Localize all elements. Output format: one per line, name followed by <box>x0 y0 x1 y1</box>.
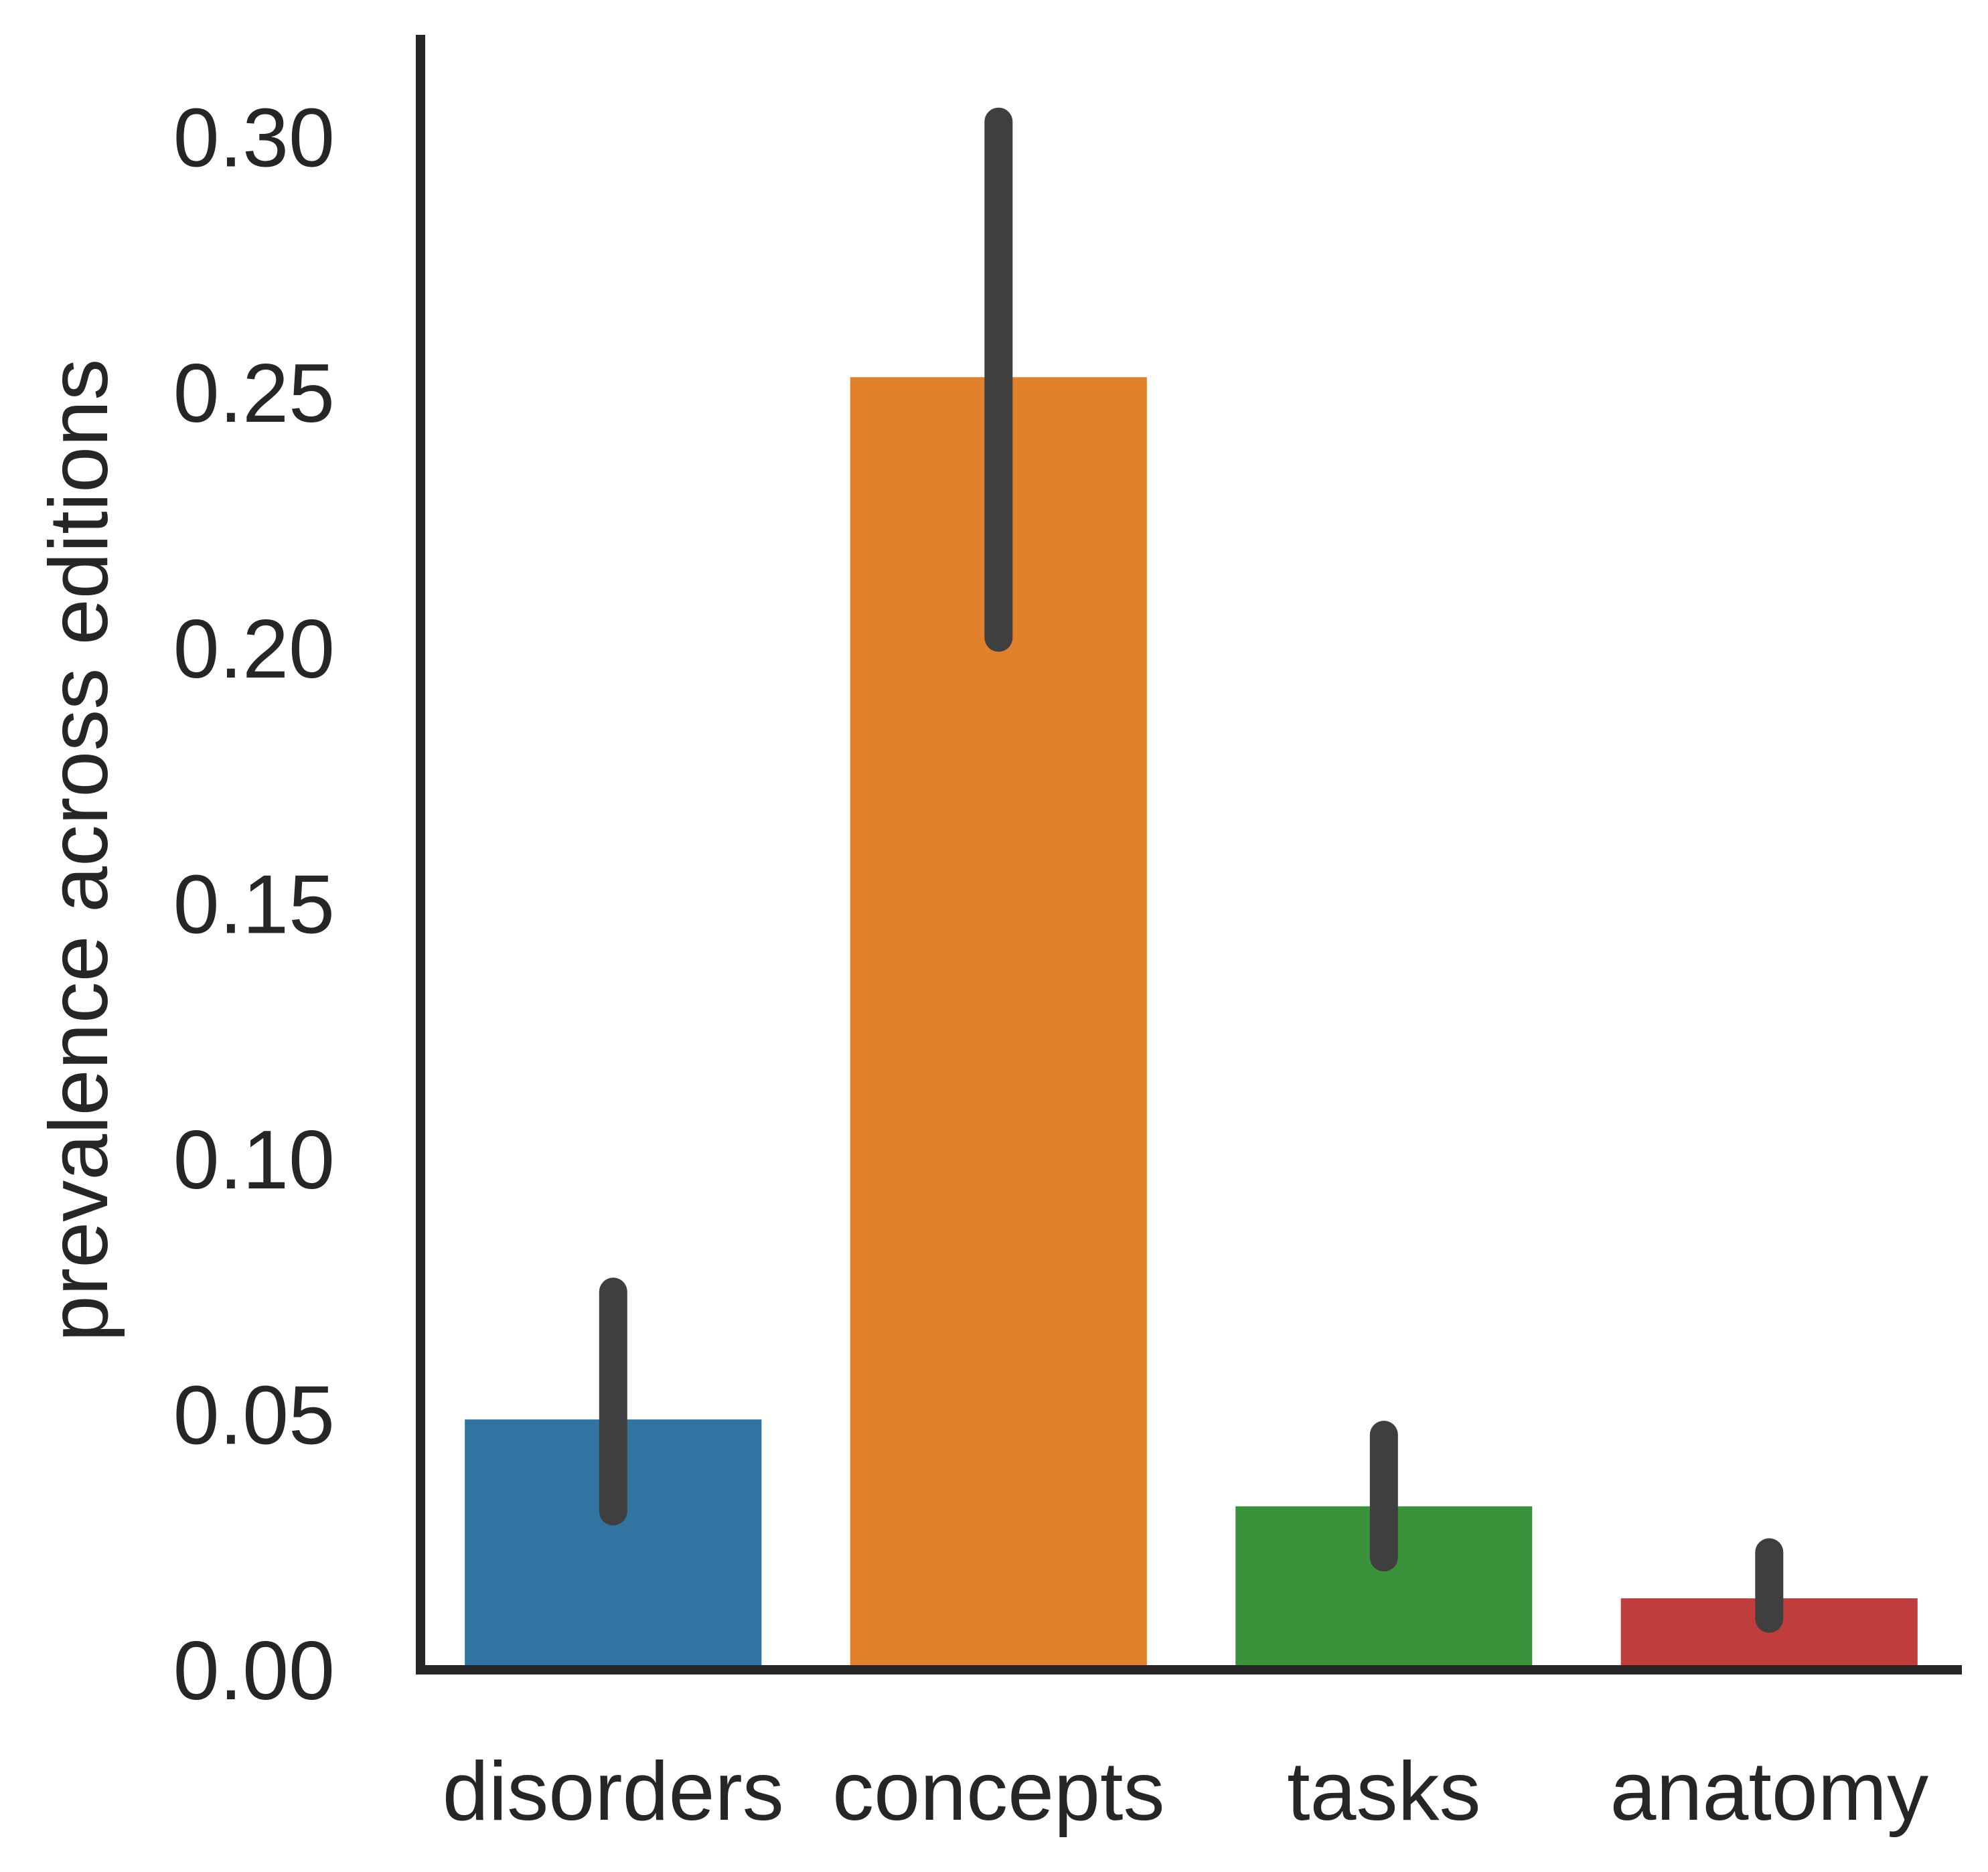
axes <box>416 35 1962 1674</box>
x-tick-label: tasks <box>1287 1745 1480 1838</box>
error-bars <box>599 107 1784 1633</box>
y-tick-label: 0.20 <box>173 603 335 696</box>
x-tick-label: disorders <box>443 1745 784 1838</box>
y-tick-labels: 0.00 0.05 0.10 0.15 0.20 0.25 0.30 <box>173 92 335 1717</box>
y-tick-label: 0.25 <box>173 347 335 440</box>
bars <box>465 377 1918 1670</box>
x-tick-label: anatomy <box>1610 1745 1928 1838</box>
y-tick-label: 0.30 <box>173 92 335 185</box>
y-tick-label: 0.15 <box>173 858 335 951</box>
y-tick-label: 0.10 <box>173 1114 335 1206</box>
y-axis-title: prevalence across editions <box>33 359 125 1342</box>
x-tick-labels: disorders concepts tasks anatomy <box>443 1745 1928 1838</box>
y-tick-label: 0.00 <box>173 1625 335 1717</box>
x-tick-label: concepts <box>832 1745 1164 1838</box>
y-tick-label: 0.05 <box>173 1369 335 1462</box>
